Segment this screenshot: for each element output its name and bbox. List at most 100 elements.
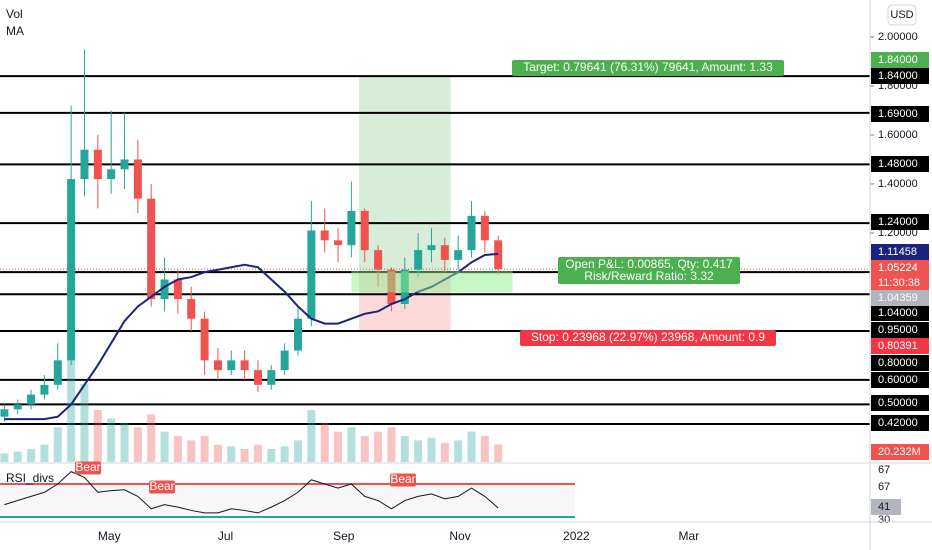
rsi-axis-label: 41: [878, 501, 890, 513]
volume-bar: [440, 442, 449, 462]
volume-bar: [160, 431, 169, 462]
candle-body: [267, 370, 276, 385]
price-box: [871, 290, 929, 306]
target-text-box: [512, 60, 784, 76]
price-label: 20.232M: [878, 446, 921, 458]
volume-bar: [360, 436, 369, 462]
y-tick-label: 1.40000: [878, 178, 918, 190]
volume-bar: [107, 418, 116, 462]
candle-body: [200, 318, 209, 361]
price-axis: 2.000001.800001.600001.400001.200001.840…: [870, 31, 929, 526]
stop-text-box: [520, 330, 776, 346]
price-box: [871, 52, 929, 68]
price-label: 1.04000: [878, 307, 918, 319]
candle-body: [53, 360, 62, 385]
candle-body: [120, 159, 129, 170]
target-zone: [359, 76, 451, 272]
x-tick-label: Jul: [218, 529, 233, 543]
rsi-signal: Bear: [390, 472, 415, 486]
candle-body: [440, 245, 449, 260]
price-label: 1.04359: [878, 292, 918, 304]
candle-body: [294, 318, 303, 351]
rsi-axis-label: 30: [878, 514, 890, 526]
ratio-text: Risk/Reward Ratio: 3.32: [584, 269, 714, 283]
rsi-box: [871, 499, 901, 515]
price-box: [871, 415, 929, 431]
price-label: 1.05224: [878, 262, 918, 274]
volume-bar: [267, 449, 276, 462]
candle-body: [307, 230, 316, 319]
volume-bar: [280, 446, 289, 462]
rsi-axis-label: 67: [878, 464, 890, 476]
candle-body: [467, 215, 476, 251]
rsi-signal-box: [75, 461, 101, 475]
candle-body: [414, 250, 423, 270]
y-tick-label: 1.60000: [878, 129, 918, 141]
y-tick-label: 2.00000: [878, 31, 918, 43]
rsi-band: [0, 484, 575, 518]
price-box: [871, 156, 929, 172]
volume-bar: [13, 451, 22, 462]
volume-bar: [347, 427, 356, 462]
price-box: [871, 260, 929, 276]
price-box: [871, 244, 929, 260]
candle-body: [374, 250, 383, 270]
pnl-text: Open P&L: 0.00865, Qty: 0.417: [565, 257, 733, 271]
price-label: 1.84000: [878, 70, 918, 82]
price-box: [871, 275, 929, 291]
candle-body: [27, 394, 36, 405]
volume-bar: [467, 431, 476, 462]
volume-bar: [200, 436, 209, 462]
volume-bar: [120, 423, 129, 462]
candle-body: [0, 409, 9, 417]
volume-legend: Vol: [6, 7, 23, 21]
candle-body: [227, 360, 236, 371]
candle-body: [334, 240, 343, 246]
price-label: 0.50000: [878, 397, 918, 409]
x-tick-label: May: [98, 529, 121, 543]
volume-bar: [294, 440, 303, 462]
candle-body: [480, 215, 489, 241]
volume-bar: [387, 427, 396, 462]
volume-bar: [147, 414, 156, 462]
candle-body: [160, 279, 169, 300]
rsi-axis-label: 67: [878, 481, 890, 493]
candle-body: [107, 169, 116, 180]
price-label: 0.60000: [878, 374, 918, 386]
candle-body: [67, 179, 76, 361]
candle-body: [13, 404, 22, 410]
rsi-signal-box: [390, 473, 416, 487]
price-label: 0.95000: [878, 324, 918, 336]
volume-bar: [67, 358, 76, 462]
rsi-signal: Bear: [149, 479, 174, 493]
x-tick-label: Nov: [449, 529, 470, 543]
candle-body: [320, 230, 329, 241]
price-label: 0.80000: [878, 357, 918, 369]
volume-bar: [173, 436, 182, 462]
price-label: 1.24000: [878, 216, 918, 228]
currency-button[interactable]: [887, 4, 917, 26]
ma-legend: MA: [6, 24, 24, 38]
price-label: 1.84000: [878, 54, 918, 66]
volume-bar: [307, 410, 316, 462]
volume-bar: [320, 423, 329, 462]
price-box: [871, 444, 929, 460]
candle-body: [213, 360, 222, 371]
rsi-signal: Bear: [75, 460, 100, 474]
price-box: [871, 305, 929, 321]
price-box: [871, 395, 929, 411]
candle-body: [347, 210, 356, 246]
price-box: [871, 68, 929, 84]
price-label: 1.69000: [878, 108, 918, 120]
stop-text: Stop: 0.23968 (22.97%) 23968, Amount: 0.…: [531, 330, 765, 344]
candle-body: [253, 370, 262, 385]
currency[interactable]: USD: [890, 9, 913, 21]
price-label: 0.80391: [878, 340, 918, 352]
target-text: Target: 0.79641 (76.31%) 79641, Amount: …: [523, 60, 773, 74]
volume-bar: [253, 444, 262, 462]
candle-body: [133, 159, 142, 199]
candle-body: [187, 299, 196, 319]
volume-bar: [374, 431, 383, 462]
candle-body: [80, 149, 89, 180]
